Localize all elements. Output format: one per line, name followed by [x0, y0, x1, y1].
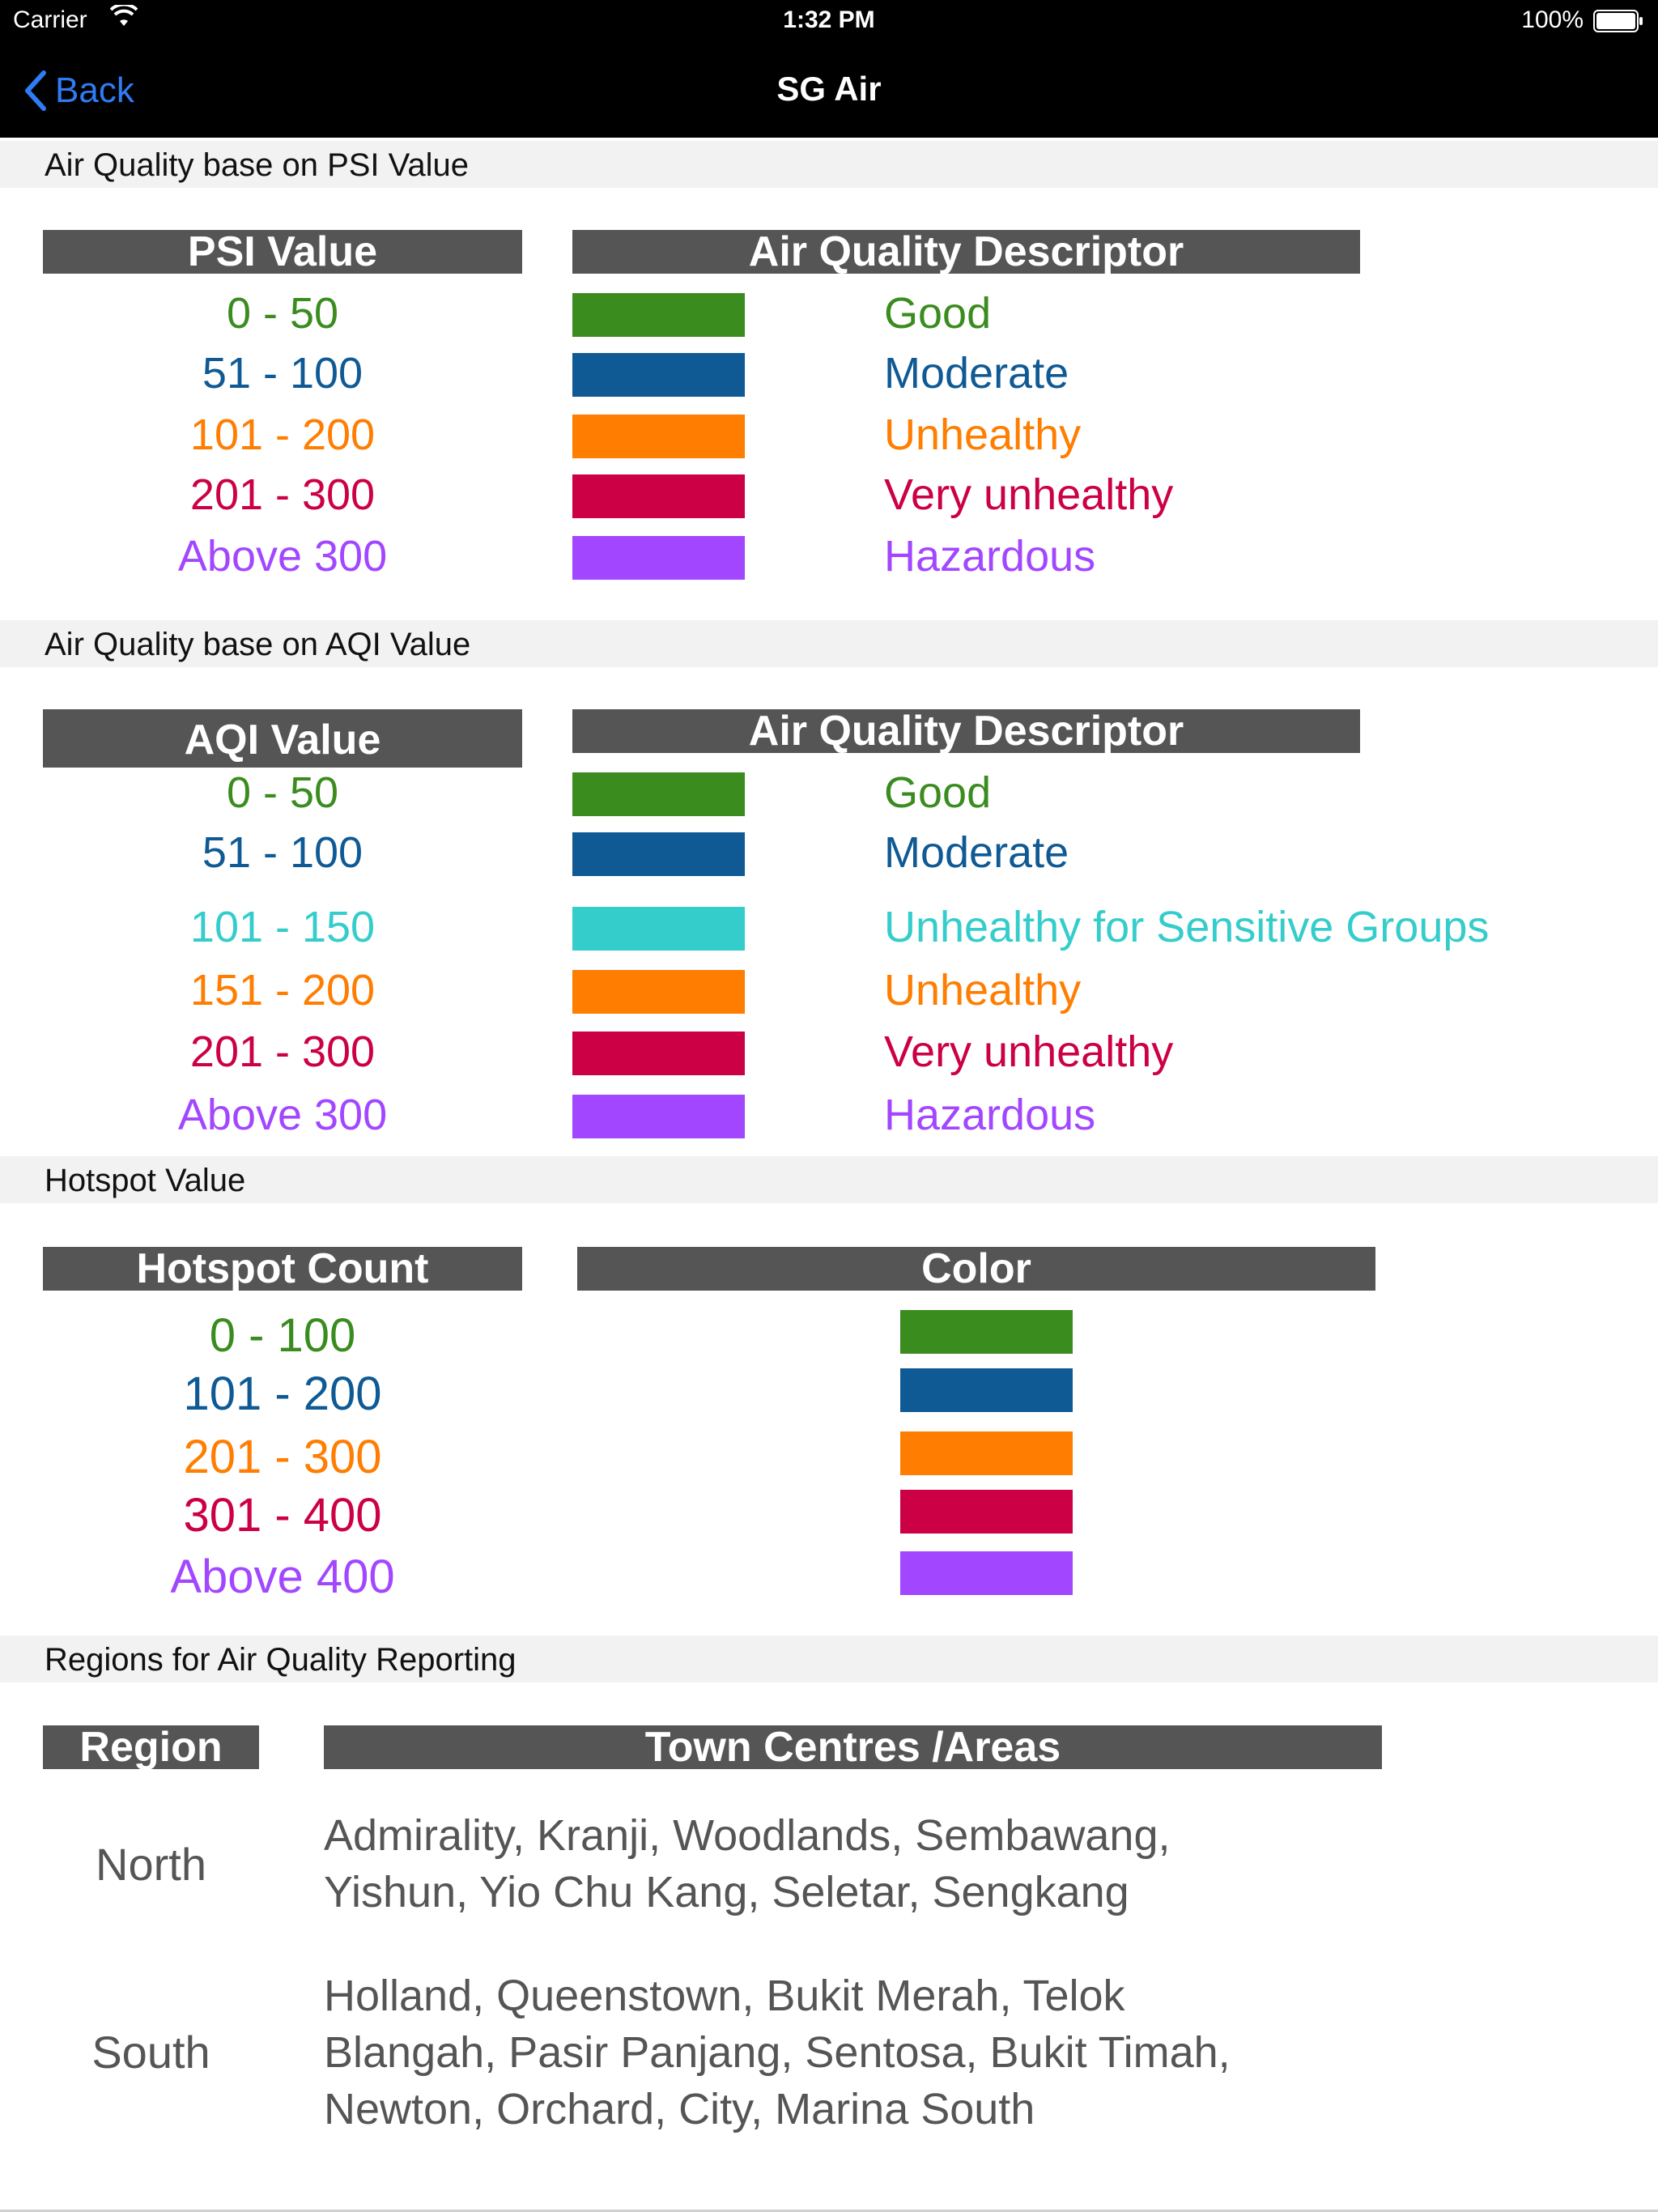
area-line: Blangah, Pasir Panjang, Sentosa, Bukit T… — [324, 2028, 1231, 2077]
range-value: 201 - 300 — [189, 1027, 376, 1076]
descriptor-label: Very unhealthy — [884, 470, 1174, 519]
back-label: Back — [55, 70, 134, 110]
area-line: Newton, Orchard, City, Marina South — [324, 2085, 1035, 2133]
range-value: 0 - 50 — [226, 289, 339, 338]
color-swatch — [900, 1551, 1073, 1595]
column-header-region: Region — [43, 1725, 259, 1769]
color-swatch — [572, 1032, 745, 1075]
range-value: 51 - 100 — [202, 349, 363, 398]
column-header-hotspot-count: Hotspot Count — [43, 1247, 522, 1291]
range-value: 201 - 300 — [189, 470, 376, 519]
section-header-psi: Air Quality base on PSI Value — [0, 141, 1658, 188]
descriptor-label: Moderate — [884, 828, 1069, 877]
clock: 1:32 PM — [783, 6, 875, 33]
color-swatch — [572, 353, 745, 397]
range-value: 101 - 200 — [189, 410, 376, 459]
section-header-regions: Regions for Air Quality Reporting — [0, 1636, 1658, 1682]
color-swatch — [900, 1431, 1073, 1475]
wifi-icon — [110, 5, 138, 26]
battery-icon — [1593, 10, 1643, 32]
back-button[interactable]: Back — [23, 66, 134, 115]
color-swatch — [900, 1368, 1073, 1412]
hotspot-range: 201 - 300 — [183, 1431, 382, 1483]
battery-percent: 100% — [1521, 6, 1584, 33]
area-line: Admirality, Kranji, Woodlands, Sembawang… — [324, 1811, 1171, 1860]
range-value: Above 300 — [177, 1091, 388, 1139]
divider — [0, 2210, 1658, 2212]
column-header-areas: Town Centres /Areas — [324, 1725, 1382, 1769]
hotspot-range: 101 - 200 — [183, 1368, 382, 1420]
section-title: Hotspot Value — [45, 1163, 246, 1198]
descriptor-label: Very unhealthy — [884, 1027, 1174, 1076]
carrier-label: Carrier — [13, 6, 87, 33]
range-value: 51 - 100 — [202, 828, 363, 877]
descriptor-label: Good — [884, 289, 992, 338]
descriptor-label: Unhealthy — [884, 410, 1082, 459]
hotspot-range: Above 400 — [170, 1551, 395, 1603]
descriptor-label: Unhealthy — [884, 966, 1082, 1015]
page-title: SG Air — [776, 70, 882, 108]
section-title: Regions for Air Quality Reporting — [45, 1642, 517, 1678]
column-header-descriptor: Air Quality Descriptor — [572, 709, 1360, 753]
column-header-psi-value: PSI Value — [43, 230, 522, 274]
chevron-left-icon — [25, 70, 46, 111]
descriptor-label: Hazardous — [884, 1091, 1096, 1139]
region-name: North — [96, 1839, 206, 1890]
descriptor-label: Unhealthy for Sensitive Groups — [884, 903, 1490, 951]
color-swatch — [900, 1490, 1073, 1534]
color-swatch — [572, 907, 745, 951]
column-header-descriptor: Air Quality Descriptor — [572, 230, 1360, 274]
descriptor-label: Moderate — [884, 349, 1069, 398]
navigation-bar: Back SG Air — [0, 44, 1658, 138]
region-name: South — [91, 2027, 210, 2078]
section-title: Air Quality base on AQI Value — [45, 627, 471, 662]
section-title: Air Quality base on PSI Value — [45, 147, 469, 183]
section-header-hotspot: Hotspot Value — [0, 1156, 1658, 1203]
hotspot-range: 0 - 100 — [209, 1309, 356, 1362]
descriptor-label: Good — [884, 768, 992, 817]
color-swatch — [572, 1095, 745, 1138]
color-swatch — [572, 970, 745, 1014]
color-swatch — [572, 474, 745, 518]
descriptor-label: Hazardous — [884, 532, 1096, 581]
area-line: Yishun, Yio Chu Kang, Seletar, Sengkang — [324, 1868, 1129, 1916]
column-header-color: Color — [577, 1247, 1375, 1291]
color-swatch — [572, 293, 745, 337]
section-header-aqi: Air Quality base on AQI Value — [0, 620, 1658, 667]
color-swatch — [572, 832, 745, 876]
range-value: 0 - 50 — [226, 768, 339, 817]
hotspot-range: 301 - 400 — [183, 1489, 382, 1542]
color-swatch — [572, 536, 745, 580]
region-areas: Admirality, Kranji, Woodlands, Sembawang… — [324, 1807, 1457, 1921]
color-swatch — [900, 1310, 1073, 1354]
column-header-aqi-value: AQI Value — [43, 709, 522, 768]
region-areas: Holland, Queenstown, Bukit Merah, Telok B… — [324, 1967, 1457, 2138]
color-swatch — [572, 415, 745, 458]
area-line: Holland, Queenstown, Bukit Merah, Telok — [324, 1972, 1125, 2020]
color-swatch — [572, 772, 745, 816]
range-value: Above 300 — [177, 532, 388, 581]
status-bar: Carrier 1:32 PM 100% — [0, 0, 1658, 44]
range-value: 101 - 150 — [189, 903, 376, 951]
range-value: 151 - 200 — [189, 966, 376, 1015]
